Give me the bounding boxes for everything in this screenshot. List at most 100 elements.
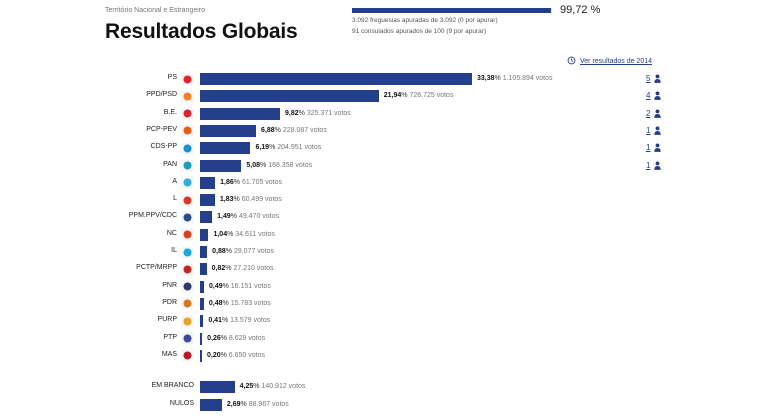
party-row-6-percent-unit: %: [233, 178, 242, 186]
party-row-1-value: 21,94% 726.725 votos: [384, 92, 454, 99]
party-row-8-value: 1,49% 49.470 votos: [217, 213, 279, 220]
party-row-3-percent: 6,88: [261, 126, 275, 134]
party-row-12-bar: [200, 280, 204, 293]
party-row-14-percent: 0,41: [208, 317, 222, 325]
ptp-logo: [181, 332, 194, 345]
party-row-15-percent-unit: %: [220, 334, 229, 342]
party-row-12-label: PNR: [162, 281, 177, 289]
person-icon: [654, 91, 661, 101]
party-row-9-votes: 34.611 votos: [235, 230, 275, 238]
party-row-4-votes: 204.951 votos: [277, 144, 322, 152]
party-row-6-percent: 1,86: [220, 178, 234, 186]
party-row-16-label: MAS: [161, 350, 177, 358]
party-row-4-label: CDS-PP: [150, 143, 177, 151]
nc-logo: [181, 228, 194, 241]
party-row-3-votes: 228.087 votos: [282, 126, 327, 134]
party-row-7-percent: 1,83: [219, 196, 234, 204]
party-row-13-votes: 15.783 votos: [230, 299, 271, 307]
aliança-logo: [181, 176, 194, 189]
party-row-15-bar: [200, 332, 203, 345]
party-row-13-label: PDR: [162, 298, 177, 306]
party-row-5-bar: [200, 159, 242, 172]
party-row-5-percent-unit: %: [260, 161, 269, 169]
progress-percent: 99,72 %: [560, 4, 601, 16]
freguesias-status: 3.092 freguesias apuradas de 3.092 (0 po…: [352, 17, 498, 24]
party-row-5-votes: 168.358 votos: [268, 161, 313, 169]
party-row-11-percent: 0,82: [211, 265, 226, 273]
party-row-13-percent-unit: %: [222, 299, 231, 307]
party-row-16-bar: [200, 349, 202, 362]
consulados-status: 91 consulados apurados de 100 (9 por apu…: [352, 28, 487, 35]
party-row-5-percent: 5,08: [246, 161, 261, 169]
party-row-12-votes: 16.151 votos: [230, 282, 271, 290]
party-row-2-value: 9,82% 325.371 votos: [285, 110, 351, 117]
history-link[interactable]: Ver resultados de 2014: [580, 58, 652, 65]
history-icon[interactable]: [567, 56, 576, 65]
party-row-11-bar: [200, 263, 207, 276]
party-row-10-bar: [200, 246, 208, 258]
purp-logo: [181, 315, 194, 328]
party-row-8-label: PPM.PPV/CDC: [128, 212, 177, 220]
party-row-3-percent-unit: %: [274, 126, 283, 134]
party-row-2-seats[interactable]: 2: [646, 108, 651, 118]
party-row-15-label: PTP: [163, 333, 177, 341]
party-row-0-percent: 33,38: [477, 75, 495, 82]
party-row-10-value: 0,88% 29.077 votos: [212, 248, 274, 255]
party-row-11-percent-unit: %: [225, 265, 234, 273]
party-row-10-votes: 29.077 votos: [233, 248, 275, 255]
party-row-9-label: NC: [166, 229, 177, 237]
mas-logo: [181, 349, 194, 362]
pctp-logo: [181, 263, 194, 276]
ppm-logo: [181, 211, 194, 224]
extra-row-0-value: 4,25% 140.912 votos: [240, 383, 306, 390]
party-row-11-label: PCTP/MRPP: [136, 264, 177, 272]
party-row-11-votes: 27.210 votos: [233, 265, 274, 273]
party-row-3-label: PCP-PEV: [146, 125, 177, 133]
party-row-4-seats[interactable]: 1: [646, 143, 651, 153]
party-row-7-label: L: [173, 195, 177, 203]
party-row-9-bar: [200, 228, 209, 241]
party-row-3-value: 6,88% 228.087 votos: [261, 127, 327, 134]
party-row-14-value: 0,41% 13.579 votos: [208, 317, 270, 324]
party-row-5-seats[interactable]: 1: [646, 160, 651, 170]
party-row-3-seats[interactable]: 1: [646, 125, 651, 135]
ps-logo: [181, 73, 194, 85]
party-row-6-bar: [200, 176, 216, 189]
party-row-10-percent-unit: %: [225, 248, 234, 255]
party-row-4-percent-unit: %: [269, 144, 278, 152]
extra-row-1-label: NULOS: [169, 399, 194, 407]
party-row-6-label: A: [172, 177, 177, 185]
party-row-4-bar: [200, 142, 251, 155]
party-row-15-value: 0,26% 8.629 votos: [207, 335, 265, 342]
party-row-15-votes: 8.629 votos: [228, 334, 266, 342]
party-row-1-percent: 21,94: [383, 92, 402, 100]
party-row-1-label: PPD/PSD: [146, 91, 177, 99]
party-row-1-seats[interactable]: 4: [646, 91, 651, 101]
person-icon: [654, 160, 661, 170]
party-row-16-votes: 6.650 votos: [228, 351, 265, 359]
be-logo: [181, 107, 194, 120]
extra-row-0-percent: 4,25: [239, 383, 254, 390]
party-row-2-label: B.E.: [163, 108, 177, 116]
party-row-7-bar: [200, 194, 215, 207]
pdr-logo: [181, 297, 194, 310]
party-row-16-percent: 0,20: [207, 351, 221, 359]
party-row-14-bar: [200, 315, 204, 328]
extra-row-1-value: 2,69% 88.967 votos: [227, 401, 289, 408]
party-row-12-percent: 0,49: [208, 282, 223, 290]
party-row-0-seats[interactable]: 5: [646, 74, 651, 83]
pnr-logo: [181, 280, 194, 293]
party-row-5-value: 5,08% 168.358 votos: [246, 162, 312, 169]
party-row-0-percent-unit: %: [494, 75, 503, 82]
il-logo: [181, 246, 194, 258]
party-row-14-percent-unit: %: [221, 317, 231, 325]
extra-row-0-votes: 140.912 votos: [261, 383, 306, 390]
party-row-4-percent: 6,19: [255, 144, 270, 152]
extra-row-1-percent-unit: %: [240, 400, 249, 408]
livre-logo: [181, 194, 194, 207]
extra-row-1-votes: 88.967 votos: [248, 400, 289, 408]
person-icon: [654, 74, 661, 83]
pcp-logo: [181, 124, 194, 137]
party-row-0-bar: [200, 73, 472, 85]
page-subtitle: Território Nacional e Estrangeiro: [105, 7, 205, 14]
